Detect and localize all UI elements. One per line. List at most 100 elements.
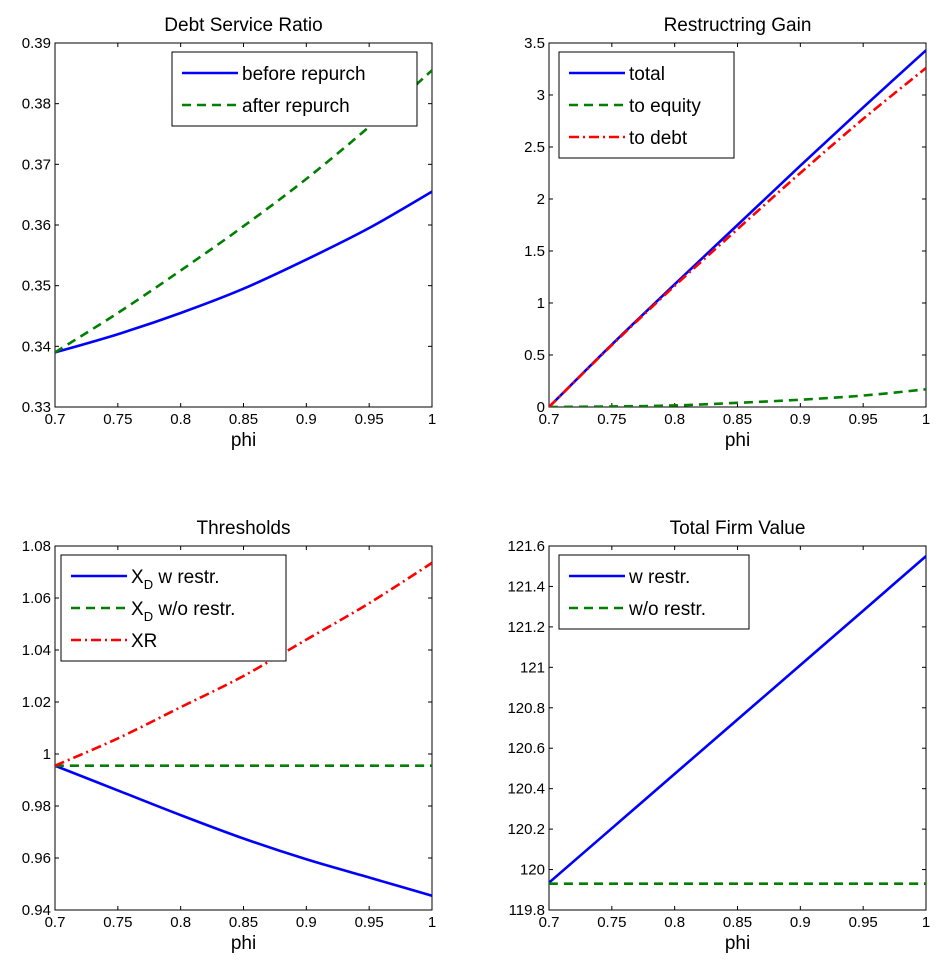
y-tick-label: 0.5 (524, 347, 545, 364)
y-tick-label: 0.36 (22, 217, 51, 234)
chart-title: Total Firm Value (670, 518, 806, 539)
series-line-1 (549, 555, 926, 884)
y-tick-label: 1.06 (22, 590, 51, 607)
chart-panel-4: Total Firm Value 0.7 0.75 0.8 0.85 0.9 0.95 1 11… (507, 518, 930, 954)
x-tick-label: 0.75 (103, 411, 132, 428)
legend-box (171, 51, 418, 127)
y-tick-label: 3 (537, 87, 545, 104)
x-axis-label: phi (231, 430, 256, 451)
x-tick-label: 0.85 (723, 411, 752, 428)
legend-label-suffix: w restr. (153, 567, 220, 588)
legend-label-main: before repurch (242, 64, 366, 85)
y-tick-label: 0.33 (22, 399, 51, 416)
chart-panel-1: Debt Service Ratio 0.7 0.75 0.8 0.85 0.9 0.95 1… (22, 15, 436, 451)
legend: before repurch after repurch (171, 51, 418, 127)
y-tick-label: 121 (520, 659, 545, 676)
legend-label: to debt (629, 128, 688, 149)
y-tick-label: 0.34 (22, 338, 51, 355)
x-tick-label: 1 (922, 411, 930, 428)
y-tick-label: 0.39 (22, 35, 51, 52)
y-tick-label: 2 (537, 191, 545, 208)
x-tick-label: 0.75 (597, 914, 626, 931)
y-tick-label: 0 (537, 399, 545, 416)
y-tick-label: 119.8 (509, 902, 545, 919)
series-line-2 (55, 69, 432, 354)
x-tick-label: 1 (428, 914, 436, 931)
chart-title: Debt Service Ratio (164, 15, 322, 36)
x-tick-label: 0.9 (296, 411, 317, 428)
legend-label-main: w/o restr. (628, 599, 706, 620)
series-line-3 (55, 561, 432, 767)
x-tick-label: 0.7 (45, 914, 66, 931)
legend-label-main: w restr. (628, 567, 690, 588)
y-tick-label: 1 (43, 746, 51, 763)
x-tick-label: 0.8 (170, 914, 191, 931)
x-tick-label: 1 (922, 914, 930, 931)
y-tick-label: 120.6 (507, 740, 545, 757)
legend-label: after repurch (242, 96, 350, 117)
x-tick-label: 0.9 (296, 914, 317, 931)
legend-label: total (629, 64, 665, 85)
legend-label: XR (131, 631, 157, 652)
y-tick-label: 121.4 (507, 578, 545, 595)
x-tick-label: 0.8 (170, 411, 191, 428)
legend-label-main: after repurch (242, 96, 350, 117)
series-line-1 (55, 190, 432, 354)
y-tick-label: 0.98 (22, 798, 51, 815)
x-tick-label: 0.7 (539, 411, 560, 428)
y-tick-label: 1.08 (22, 538, 51, 555)
y-tick-label: 120.8 (507, 700, 545, 717)
x-tick-label: 0.95 (355, 914, 384, 931)
y-tick-label: 120.2 (507, 821, 545, 838)
legend-label: w restr. (628, 567, 690, 588)
y-tick-label: 120.4 (507, 781, 545, 798)
legend: XD w restr. XD w/o restr. XR (60, 554, 287, 662)
y-tick-label: 3.5 (524, 35, 545, 52)
x-tick-label: 0.8 (664, 914, 685, 931)
legend-label-subscript: D (144, 609, 153, 624)
x-tick-label: 0.7 (45, 411, 66, 428)
x-axis-label: phi (231, 933, 256, 954)
x-tick-label: 0.8 (664, 411, 685, 428)
chart-panel-2: Restructring Gain 0.7 0.75 0.8 0.85 0.9 0.95 1 0… (524, 15, 930, 451)
x-tick-label: 0.75 (103, 914, 132, 931)
legend-label-main: XR (131, 631, 157, 652)
legend-label: w/o restr. (628, 599, 706, 620)
y-tick-label: 0.38 (22, 96, 51, 113)
legend-label: XD w restr. (131, 567, 220, 592)
x-tick-label: 0.9 (790, 411, 811, 428)
x-tick-label: 0.7 (539, 914, 560, 931)
y-tick-label: 120 (520, 862, 545, 879)
x-axis-label: phi (725, 430, 750, 451)
x-tick-label: 0.9 (790, 914, 811, 931)
legend-label: before repurch (242, 64, 366, 85)
x-tick-label: 0.95 (849, 411, 878, 428)
series-line-1 (55, 764, 432, 897)
x-tick-label: 0.75 (597, 411, 626, 428)
legend-label-main: total (629, 64, 665, 85)
y-tick-label: 1.5 (524, 243, 545, 260)
legend-label-main: to equity (629, 96, 701, 117)
chart-panel-3: Thresholds 0.7 0.75 0.8 0.85 0.9 0.95 1 0.94 0.96… (22, 518, 436, 954)
y-tick-label: 121.2 (507, 619, 545, 636)
chart-title: Thresholds (197, 518, 291, 539)
series-line-2 (549, 388, 926, 407)
legend-label-subscript: D (144, 577, 153, 592)
x-axis-label: phi (725, 933, 750, 954)
legend-box (60, 554, 287, 662)
y-tick-label: 0.35 (22, 278, 51, 295)
legend-label-main: X (131, 599, 144, 620)
legend-label-main: to debt (629, 128, 688, 149)
x-tick-label: 0.85 (723, 914, 752, 931)
chart-title: Restructring Gain (664, 15, 812, 36)
legend-label-suffix: w/o restr. (153, 599, 235, 620)
y-tick-label: 1.02 (22, 694, 51, 711)
y-tick-label: 1.04 (22, 642, 51, 659)
series-line-3 (549, 66, 926, 407)
legend-label: to equity (629, 96, 701, 117)
x-tick-label: 0.95 (849, 914, 878, 931)
x-tick-label: 0.85 (229, 411, 258, 428)
x-tick-label: 1 (428, 411, 436, 428)
x-tick-label: 0.85 (229, 914, 258, 931)
